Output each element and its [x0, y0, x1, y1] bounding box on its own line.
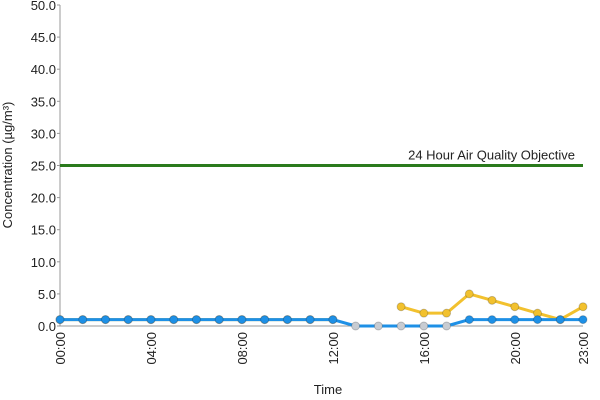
data-point [396, 321, 406, 331]
x-tick-label: 23:00 [576, 332, 591, 365]
y-tick-label: 0.0 [38, 319, 56, 334]
data-point [442, 308, 452, 318]
data-point [419, 321, 429, 331]
data-point [100, 315, 110, 325]
reference-label: 24 Hour Air Quality Objective [408, 148, 575, 163]
data-point [510, 302, 520, 312]
data-point [487, 315, 497, 325]
y-tick-label: 35.0 [31, 94, 56, 109]
y-tick-label: 15.0 [31, 223, 56, 238]
x-tick-label: 04:00 [144, 332, 159, 365]
y-tick-label: 10.0 [31, 255, 56, 270]
data-point [487, 295, 497, 305]
x-tick-label: 20:00 [508, 332, 523, 365]
data-point [169, 315, 179, 325]
y-tick-label: 20.0 [31, 191, 56, 206]
y-tick-label: 30.0 [31, 126, 56, 141]
x-axis-label: Time [314, 382, 342, 397]
data-point [464, 315, 474, 325]
data-point [214, 315, 224, 325]
y-tick-label: 45.0 [31, 30, 56, 45]
x-tick-label: 12:00 [326, 332, 341, 365]
data-point [55, 315, 65, 325]
series-line [60, 318, 583, 328]
data-point [373, 321, 383, 331]
y-tick-label: 5.0 [38, 287, 56, 302]
data-point [351, 321, 361, 331]
data-point [305, 315, 315, 325]
data-point [237, 315, 247, 325]
x-tick-label: 08:00 [235, 332, 250, 365]
data-point [328, 315, 338, 325]
data-point [510, 315, 520, 325]
y-tick-label: 50.0 [31, 0, 56, 13]
data-point [578, 315, 588, 325]
data-point [282, 315, 292, 325]
y-tick-label: 25.0 [31, 159, 56, 174]
data-point [191, 315, 201, 325]
y-tick-label: 40.0 [31, 62, 56, 77]
data-point [78, 315, 88, 325]
x-tick-label: 00:00 [53, 332, 68, 365]
data-point [396, 302, 406, 312]
data-point [123, 315, 133, 325]
data-point [533, 315, 543, 325]
data-point [419, 308, 429, 318]
data-point [555, 315, 565, 325]
data-point [146, 315, 156, 325]
data-point [464, 289, 474, 299]
data-point [260, 315, 270, 325]
data-point [442, 321, 452, 331]
y-axis-label: Concentration (µg/m³) [0, 102, 15, 229]
data-point [578, 302, 588, 312]
series-line [60, 292, 584, 322]
x-tick-label: 16:00 [417, 332, 432, 365]
